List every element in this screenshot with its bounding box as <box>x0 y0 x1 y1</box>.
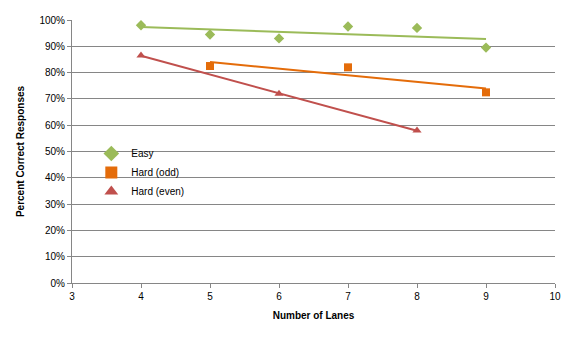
svg-text:90%: 90% <box>45 41 65 52</box>
svg-text:3: 3 <box>69 291 75 302</box>
svg-text:6: 6 <box>276 291 282 302</box>
svg-text:Hard (odd): Hard (odd) <box>131 167 179 178</box>
svg-text:Hard (even): Hard (even) <box>131 186 184 197</box>
svg-text:80%: 80% <box>45 67 65 78</box>
svg-text:7: 7 <box>345 291 351 302</box>
svg-text:9: 9 <box>483 291 489 302</box>
svg-text:30%: 30% <box>45 199 65 210</box>
svg-text:8: 8 <box>414 291 420 302</box>
svg-text:50%: 50% <box>45 146 65 157</box>
svg-text:4: 4 <box>138 291 144 302</box>
svg-text:Easy: Easy <box>131 148 153 159</box>
svg-text:60%: 60% <box>45 120 65 131</box>
svg-text:Number of Lanes: Number of Lanes <box>273 310 355 321</box>
svg-text:70%: 70% <box>45 93 65 104</box>
svg-text:0%: 0% <box>51 278 66 289</box>
svg-text:10%: 10% <box>45 251 65 262</box>
svg-text:10: 10 <box>549 291 561 302</box>
svg-text:Percent Correct Responses: Percent Correct Responses <box>15 85 26 217</box>
svg-text:100%: 100% <box>39 15 65 26</box>
svg-text:5: 5 <box>207 291 213 302</box>
svg-text:40%: 40% <box>45 172 65 183</box>
svg-text:20%: 20% <box>45 225 65 236</box>
